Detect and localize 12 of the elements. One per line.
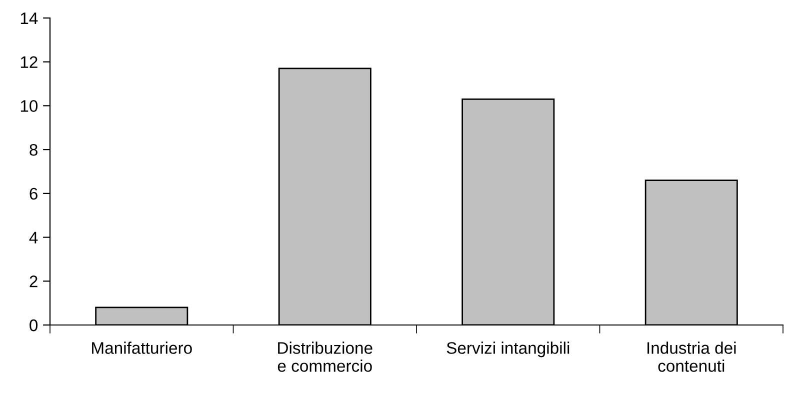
y-tick-label: 0 xyxy=(30,319,38,332)
y-tick-label: 4 xyxy=(29,232,38,244)
y-tick-label: 2 xyxy=(30,276,38,288)
y-tick-label: 10 xyxy=(20,100,38,112)
x-tick-label: Manifatturiero xyxy=(92,342,192,354)
x-tick-label: Servizi intangibili xyxy=(446,342,570,358)
y-tick-label: 14 xyxy=(20,12,38,24)
y-tick-label: 12 xyxy=(20,56,38,68)
y-tick-label: 6 xyxy=(30,188,38,200)
y-tick-label: 8 xyxy=(30,144,38,156)
x-tick-label: Industria dei contenuti xyxy=(648,342,736,372)
x-tick-label: Distribuzione e commercio xyxy=(278,342,372,372)
